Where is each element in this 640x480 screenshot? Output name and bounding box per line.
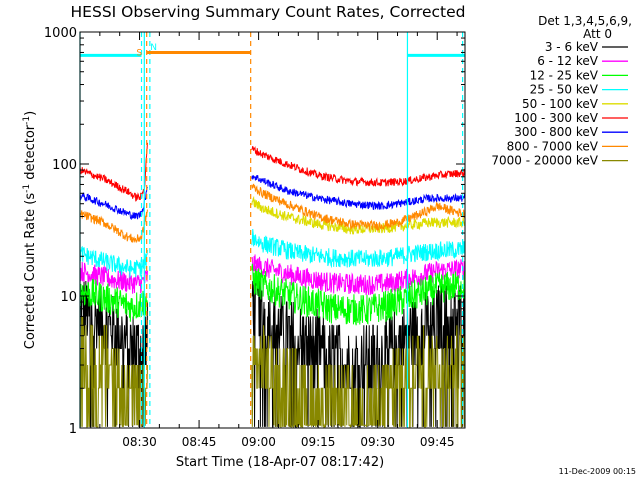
legend-entry-label: 300 - 800 keV (514, 125, 598, 139)
x-tick-label: 09:00 (241, 435, 276, 449)
series-line (79, 278, 148, 322)
series-2 (79, 254, 466, 296)
y-tick-label: 1 (69, 422, 77, 437)
series-line (79, 209, 148, 244)
series-line (79, 186, 148, 220)
chart-title: HESSI Observing Summary Count Rates, Cor… (71, 3, 466, 21)
series-6 (79, 142, 466, 202)
series-5 (251, 195, 466, 235)
series-line (251, 195, 466, 235)
series-line (251, 229, 466, 269)
series-4 (79, 229, 466, 278)
series-3 (79, 263, 466, 326)
x-tick-label: 08:30 (122, 435, 157, 449)
x-axis-label: Start Time (18-Apr-07 08:17:42) (176, 455, 384, 470)
series-line (79, 245, 148, 278)
series-line (251, 175, 466, 211)
legend-entry-label: 50 - 100 keV (522, 97, 599, 111)
legend-entry-label: 6 - 12 keV (537, 54, 599, 68)
y-tick-label: 1000 (44, 26, 77, 41)
plot-frame (79, 31, 466, 429)
x-tick-label: 09:15 (301, 435, 336, 449)
legend-header: Det 1,3,4,5,6,9, (538, 14, 632, 28)
y-tick-label: 100 (52, 158, 77, 173)
flag-label-s: S (136, 48, 142, 58)
series-line (251, 263, 466, 326)
x-tick-label: 09:30 (360, 435, 395, 449)
series-line (251, 183, 466, 232)
series-9 (79, 316, 466, 429)
legend-entry-label: 800 - 7000 keV (507, 139, 599, 153)
series-line (79, 142, 148, 202)
legend-entry-label: 12 - 25 keV (530, 68, 599, 82)
series-line (251, 325, 466, 429)
footer-date: 11-Dec-2009 00:15 (559, 467, 636, 476)
series-line (79, 316, 148, 428)
series-7 (79, 175, 466, 220)
legend-entry-label: 25 - 50 keV (530, 83, 599, 97)
series-8 (79, 183, 466, 244)
series-line (251, 145, 466, 187)
series-line (251, 254, 466, 296)
legend-entry-label: 7000 - 20000 keV (491, 154, 598, 168)
series-line (79, 262, 148, 294)
legend-attenuator: Att 0 (583, 27, 612, 41)
legend-entry-label: 3 - 6 keV (545, 40, 599, 54)
y-axis-label: Corrected Count Rate (s-1 detector-1) (22, 111, 38, 349)
x-tick-label: 09:45 (420, 435, 455, 449)
flag-label-n: N (150, 43, 157, 53)
legend-entry-label: 100 - 300 keV (514, 111, 598, 125)
y-tick-label: 10 (60, 290, 77, 305)
x-tick-label: 08:45 (182, 435, 217, 449)
